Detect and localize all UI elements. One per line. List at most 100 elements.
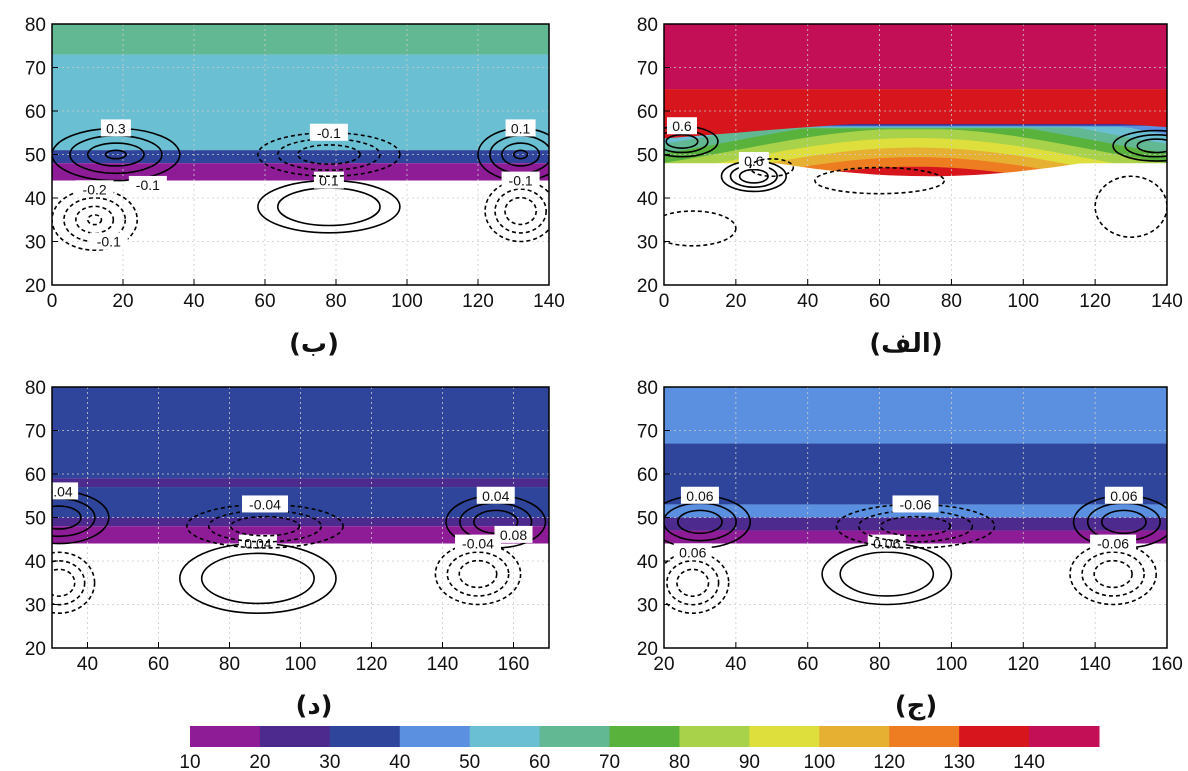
contour-line	[52, 551, 96, 614]
contour-line	[504, 196, 538, 226]
blank-area	[664, 543, 1167, 648]
contour-label: 0.06	[679, 544, 706, 560]
contour-label-bg	[501, 171, 540, 189]
contour-line	[512, 149, 529, 160]
contour-line	[52, 505, 82, 530]
contour-label-bg	[309, 123, 348, 141]
x-tick-label: 100	[391, 291, 423, 312]
x-tick-label: 20	[112, 291, 133, 312]
x-tick-label: 40	[183, 291, 204, 312]
colorbar-swatch	[819, 726, 890, 747]
contour-label: -0.1	[317, 125, 341, 141]
contour-line	[200, 552, 315, 605]
contour-line	[52, 568, 76, 597]
x-tick-label: 20	[725, 291, 746, 312]
y-tick-label: 70	[25, 422, 46, 443]
contour-label: -0.06	[900, 496, 932, 512]
contour-label-bg	[1104, 486, 1143, 504]
contour-label: -0.06	[1097, 536, 1129, 552]
fill-band	[52, 526, 549, 544]
y-tick-label: 20	[637, 276, 658, 297]
y-tick-label: 30	[25, 233, 46, 254]
blank-area	[52, 180, 549, 285]
contour-line	[665, 133, 699, 149]
contour-line	[446, 551, 510, 597]
x-tick-label: 60	[869, 291, 890, 312]
y-tick-label: 50	[25, 509, 46, 530]
x-tick-label: 120	[1079, 291, 1111, 312]
contour-line	[104, 149, 127, 160]
contour-label-bg	[738, 152, 769, 170]
contour-label: 0.06	[686, 488, 713, 504]
colorbar-swatch	[469, 726, 541, 747]
x-tick-label: 0	[47, 291, 58, 312]
x-tick-label: 0	[659, 291, 670, 312]
colorbar-swatch	[959, 726, 1030, 747]
contour-line	[501, 142, 541, 167]
y-tick-label: 40	[25, 552, 46, 573]
y-tick-label: 30	[637, 233, 658, 254]
contour-label-bg	[494, 525, 533, 543]
y-tick-label: 40	[637, 189, 658, 210]
y-tick-label: 80	[637, 15, 658, 36]
colorbar-tick-label: 70	[599, 752, 620, 771]
contour-line	[1100, 509, 1147, 535]
fill-band	[52, 24, 549, 55]
contour-line	[75, 205, 115, 234]
x-tick-label: 80	[325, 291, 346, 312]
wave-top	[664, 89, 1167, 139]
contour-line	[839, 551, 935, 597]
y-tick-label: 40	[25, 189, 46, 210]
contour-line	[229, 515, 301, 537]
y-tick-label: 30	[637, 596, 658, 617]
x-tick-label: 160	[498, 654, 530, 675]
colorbar-swatch	[329, 726, 401, 747]
contour-label: 0.1	[319, 173, 339, 189]
fill-band	[664, 517, 1167, 531]
contour-line	[1124, 134, 1167, 158]
x-tick-label: 100	[285, 654, 317, 675]
contour-label-bg	[75, 180, 114, 198]
contour-line	[1093, 559, 1133, 589]
contour-line	[52, 560, 86, 606]
y-tick-label: 60	[25, 465, 46, 486]
colorbar-tick-label: 30	[319, 752, 340, 771]
fill-band	[664, 24, 1167, 90]
y-tick-label: 70	[637, 422, 658, 443]
colorbar-tick-label: 10	[179, 752, 200, 771]
x-tick-label: 100	[936, 654, 968, 675]
contour-label: -0.04	[249, 496, 281, 512]
contour-line	[494, 188, 547, 234]
contour-line	[676, 568, 710, 597]
x-tick-label: 120	[356, 654, 388, 675]
colorbar-tick-label: 140	[1013, 752, 1045, 771]
y-tick-label: 50	[25, 146, 46, 167]
x-tick-label: 120	[1007, 654, 1039, 675]
colorbar-tick-label: 120	[873, 752, 905, 771]
x-tick-label: 140	[533, 291, 565, 312]
contour-label-bg	[242, 495, 288, 513]
x-tick-label: 140	[1079, 654, 1111, 675]
y-tick-label: 40	[637, 552, 658, 573]
contour-line	[1112, 129, 1167, 162]
x-tick-label: 140	[1151, 291, 1183, 312]
contour-label: 0.08	[500, 527, 527, 543]
x-tick-label: 160	[1151, 654, 1183, 675]
y-tick-label: 20	[637, 639, 658, 660]
contour-label-bg	[1090, 534, 1137, 552]
contour-label: 0.04	[244, 536, 271, 552]
contour-label-bg	[100, 119, 131, 137]
contour-label: -0.1	[509, 173, 533, 189]
panel-0: 0.60.60 20 40 60 80 100 120 14020304050607080(ا…	[637, 15, 1183, 359]
contour-line	[676, 509, 723, 535]
colorbar: 10 20 30 40 50 60 70 80 90 100 120 130 140	[179, 726, 1100, 771]
contour-label-bg	[128, 175, 167, 193]
x-tick-label: 40	[797, 291, 818, 312]
colorbar-tick-label: 100	[803, 752, 835, 771]
contour-label-bg	[867, 534, 906, 552]
contour-label-bg	[455, 534, 501, 552]
panel-1: 0.3 0.10.1-0.1-0.2-0.1-0.1-0.10 20 40 60 80 10…	[25, 15, 565, 359]
panel-3: 0.04 0.04 0.04 -0.04 -0.04 0.08 40 60 80 100 120 14…	[25, 378, 550, 721]
x-tick-label: 20	[653, 654, 674, 675]
